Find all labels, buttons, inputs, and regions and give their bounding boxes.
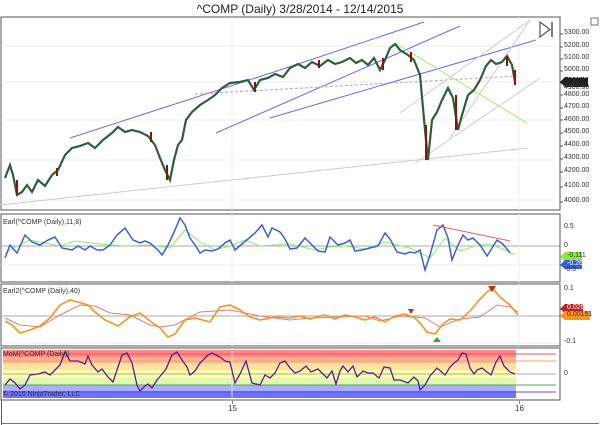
price-tick: 4300.00 (564, 154, 590, 161)
earl2-label: Earl2(^COMP (Daily),40) (3, 288, 81, 295)
price-tick: 5100.00 (564, 54, 590, 61)
price-tick: 4500.00 (564, 128, 590, 135)
price-tick: 5000.00 (564, 66, 590, 73)
earl2-tick: -0.1 (564, 338, 577, 345)
price-panel[interactable] (0, 16, 600, 212)
earl2-panel[interactable] (0, 283, 600, 347)
mom-label: MoM(^COMP (Daily)) (3, 351, 70, 358)
earl2-tick: 0.1 (564, 285, 574, 292)
chart-title: ^COMP (Daily) 3/28/2014 - 12/14/2015 (196, 2, 404, 16)
x-axis-label: 16 (515, 404, 524, 413)
earl-tick: 0 (564, 242, 568, 249)
price-tick: 5300.00 (564, 29, 590, 36)
price-tick: 4600.00 (564, 116, 590, 123)
price-tick: 4200.00 (564, 167, 590, 174)
earl-value-badge: -0.111 (567, 252, 586, 259)
price-tick: 4100.00 (564, 182, 590, 189)
earl-label: Earl(^COMP (Daily),11,8) (3, 219, 82, 226)
last-price-badge: 4952.23 (566, 73, 592, 80)
mom-tick: 0 (564, 370, 568, 377)
earl2-value-badge: 0.00151 (567, 311, 593, 318)
price-tick: 4400.00 (564, 141, 590, 148)
scroll-to-end-icon[interactable] (539, 20, 553, 39)
price-axis (559, 17, 563, 210)
price-tick: 5200.00 (564, 42, 590, 49)
price-tick: 4900.00 (564, 84, 590, 91)
earl2-value-badge: 0.0266 (567, 304, 589, 311)
price-tick: 4000.00 (564, 197, 590, 204)
earl-tick: -0.5 (564, 266, 577, 273)
mom-panel[interactable] (0, 347, 600, 402)
earl-tick: 0.5 (564, 223, 574, 230)
copyright: © 2015 NinjaTrader, LLC (3, 391, 81, 398)
earl-panel[interactable] (0, 213, 600, 283)
earl-value-badge: -0.266 (567, 260, 587, 267)
x-axis-label: 15 (228, 404, 237, 413)
price-tick: 4700.00 (564, 103, 590, 110)
price-tick: 4800.00 (564, 91, 590, 98)
